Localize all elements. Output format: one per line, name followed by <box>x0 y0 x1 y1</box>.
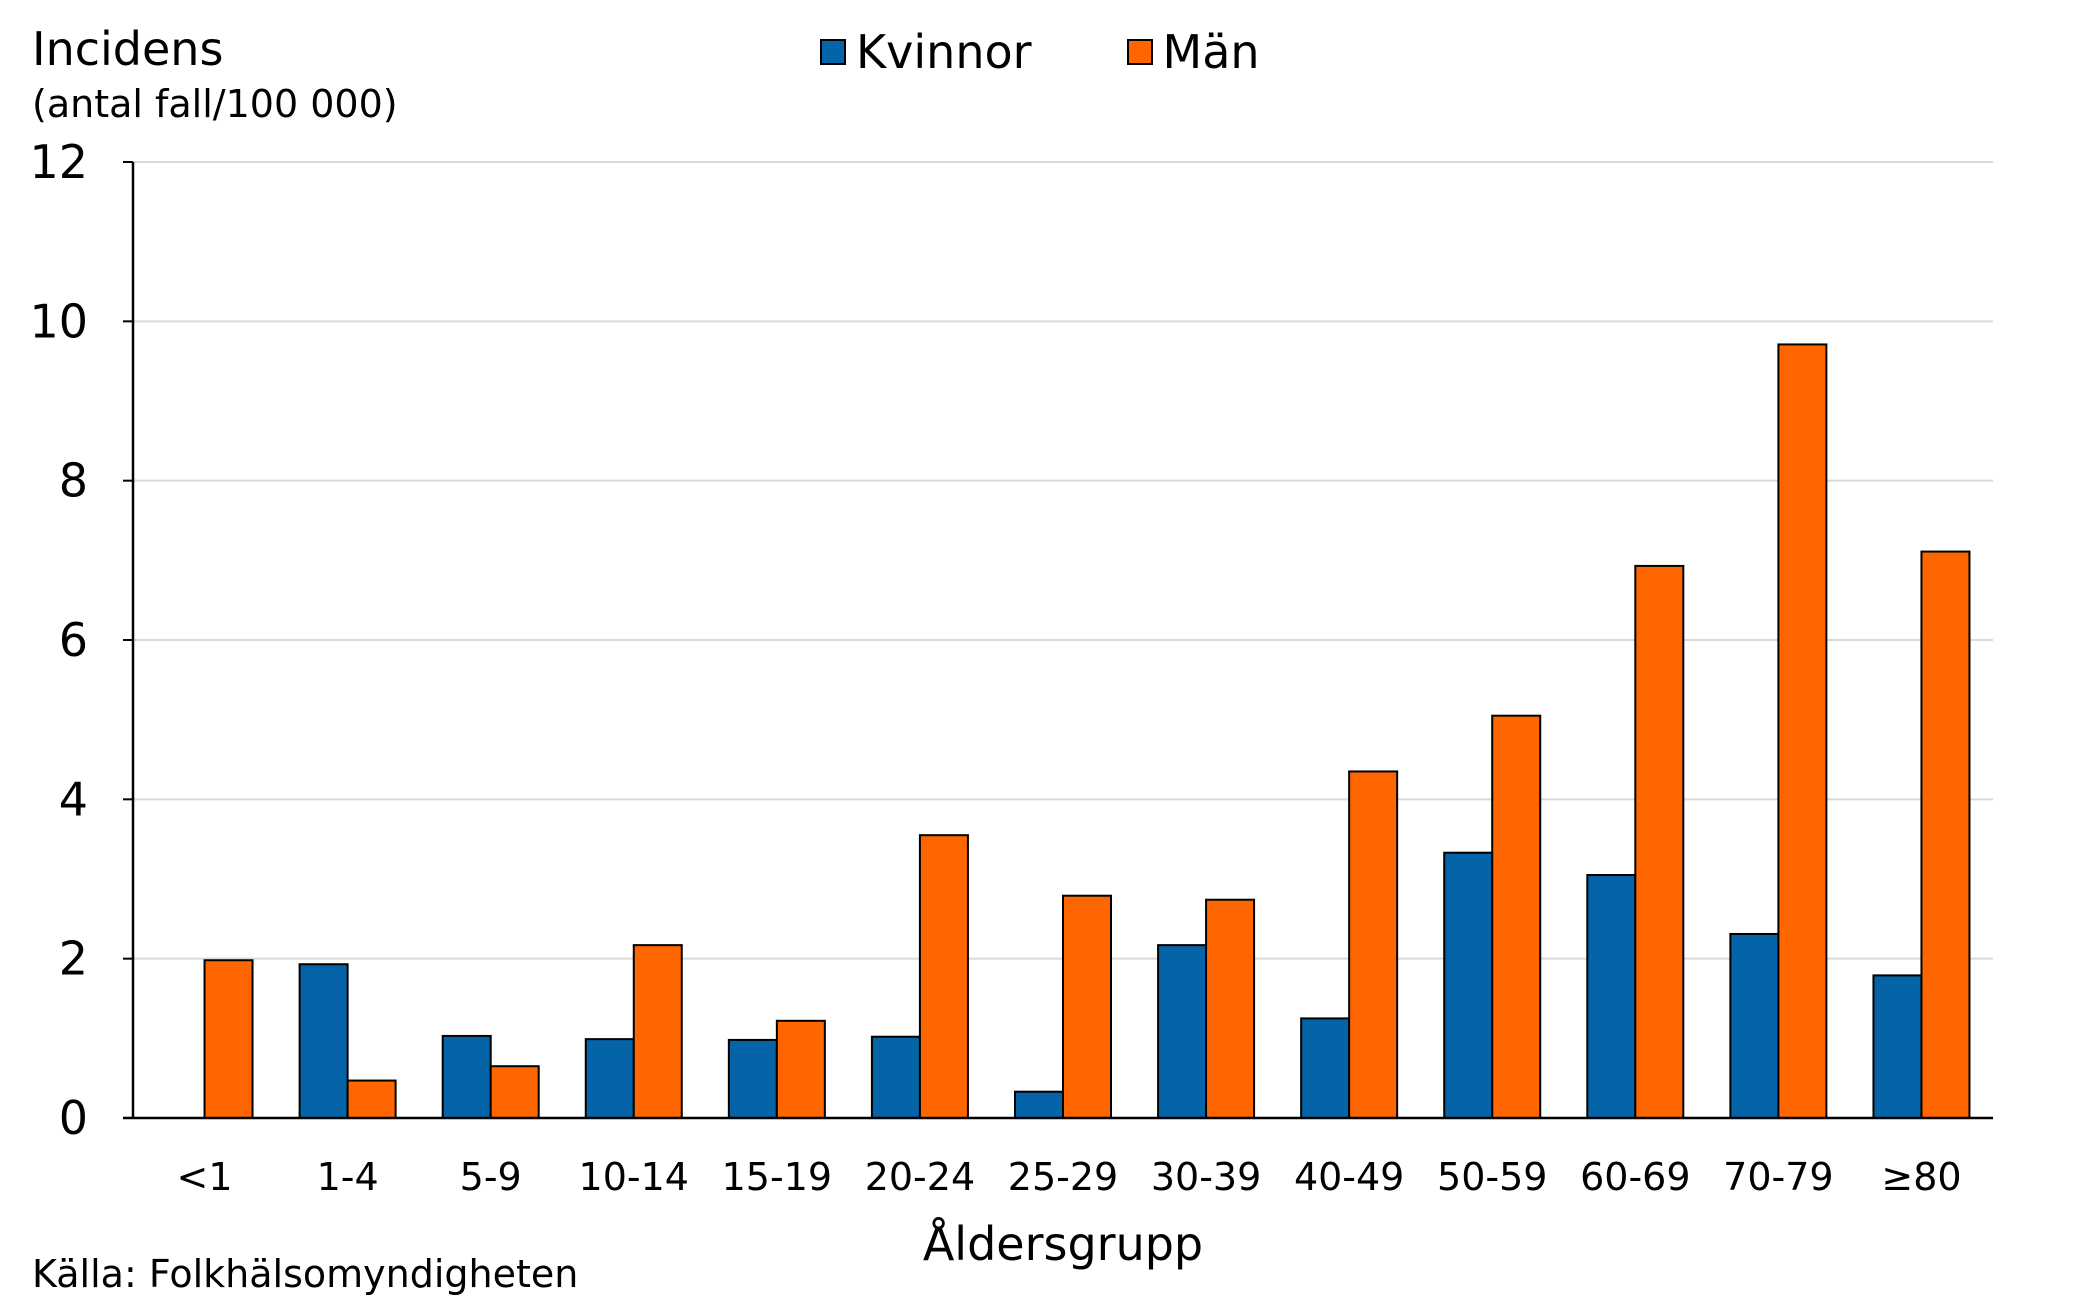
legend-label-man: Män <box>1162 25 1260 79</box>
x-tick-label-11: 70-79 <box>1723 1155 1833 1199</box>
bar-man-12 <box>1920 550 1971 1119</box>
bar-man-9 <box>1491 714 1542 1120</box>
x-tick-label-5: 20-24 <box>865 1155 975 1199</box>
y-tick-label-6: 6 <box>59 613 88 667</box>
y-axis-unit: (antal fall/100 000) <box>32 82 398 126</box>
x-tick-label-8: 40-49 <box>1294 1155 1404 1199</box>
bar-kvinnor-8 <box>1300 1017 1351 1120</box>
bar-kvinnor-9 <box>1443 851 1494 1120</box>
legend-swatch-kvinnor <box>820 39 846 65</box>
y-tick-label-2: 2 <box>59 932 88 986</box>
x-tick-label-10: 60-69 <box>1580 1155 1690 1199</box>
x-tick-label-4: 15-19 <box>722 1155 832 1199</box>
x-tick-label-0: <1 <box>177 1155 233 1199</box>
bar-kvinnor-3 <box>584 1038 635 1120</box>
y-tick-label-0: 0 <box>59 1091 88 1145</box>
bar-kvinnor-6 <box>1014 1090 1064 1119</box>
y-tick-label-4: 4 <box>59 772 88 826</box>
bar-man-7 <box>1205 898 1256 1119</box>
bar-man-3 <box>632 944 683 1120</box>
x-tick-label-9: 50-59 <box>1437 1155 1547 1199</box>
bar-kvinnor-5 <box>870 1035 921 1119</box>
bar-man-1 <box>346 1079 397 1119</box>
bar-man-11 <box>1777 343 1828 1120</box>
bar-kvinnor-10 <box>1586 874 1637 1119</box>
legend: Kvinnor Män <box>820 22 1355 82</box>
bar-kvinnor-11 <box>1729 932 1780 1119</box>
bar-man-4 <box>775 1019 826 1119</box>
x-tick-label-2: 5-9 <box>460 1155 522 1199</box>
legend-item-man: Män <box>1126 25 1260 79</box>
bar-kvinnor-7 <box>1157 944 1208 1120</box>
bar-man-6 <box>1062 894 1112 1119</box>
y-axis-title: Incidens <box>32 22 224 76</box>
bar-kvinnor-1 <box>298 963 349 1120</box>
bar-kvinnor-2 <box>441 1034 492 1120</box>
bar-man-0 <box>203 959 254 1120</box>
legend-swatch-man <box>1126 39 1153 65</box>
x-tick-label-1: 1-4 <box>317 1155 379 1199</box>
source-note: Källa: Folkhälsomyndigheten <box>32 1252 579 1296</box>
x-tick-label-12: ≥80 <box>1881 1155 1961 1199</box>
bar-man-8 <box>1348 770 1399 1119</box>
bar-man-5 <box>918 834 969 1120</box>
x-tick-label-3: 10-14 <box>579 1155 689 1199</box>
bar-kvinnor-12 <box>1872 974 1923 1119</box>
x-axis-title: Åldersgrupp <box>923 1217 1203 1271</box>
y-tick-label-10: 10 <box>29 294 88 348</box>
bar-man-2 <box>489 1065 540 1120</box>
legend-item-kvinnor: Kvinnor <box>820 25 1032 79</box>
legend-label-kvinnor: Kvinnor <box>856 25 1032 79</box>
y-tick-label-12: 12 <box>29 135 88 189</box>
y-tick-label-8: 8 <box>59 454 88 508</box>
x-tick-label-6: 25-29 <box>1008 1155 1118 1199</box>
bar-kvinnor-4 <box>727 1038 778 1119</box>
bar-man-10 <box>1634 564 1685 1119</box>
x-tick-label-7: 30-39 <box>1151 1155 1261 1199</box>
